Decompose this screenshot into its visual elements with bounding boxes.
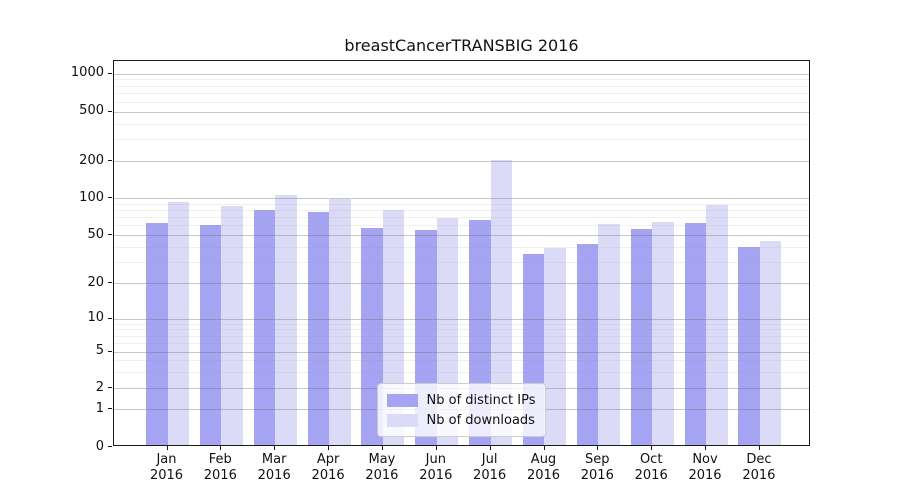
bar-distinct-ips-apr xyxy=(307,211,330,445)
y-tick-mark-10 xyxy=(108,317,112,319)
legend: Nb of distinct IPs Nb of downloads xyxy=(376,383,547,437)
x-tick-mark-sep xyxy=(597,446,599,450)
gridline-minor-90 xyxy=(114,203,809,205)
x-tick-label-apr: Apr 2016 xyxy=(311,452,345,483)
gridline-major-200 xyxy=(114,161,809,162)
gridline-minor-900 xyxy=(114,79,809,81)
y-tick-mark-50 xyxy=(108,234,112,235)
gridline-major-500 xyxy=(114,111,809,113)
y-tick-mark-1000 xyxy=(108,72,112,74)
y-tick-label-1000: 1000 xyxy=(70,65,104,80)
x-tick-mark-jun xyxy=(435,446,437,450)
bar-downloads-jul xyxy=(490,160,513,445)
legend-item-distinct-ips: Nb of distinct IPs xyxy=(386,390,536,410)
chart-title: breastCancerTRANSBIG 2016 xyxy=(344,36,579,55)
y-tick-mark-2 xyxy=(108,387,112,388)
y-tick-mark-5 xyxy=(108,350,112,352)
x-tick-label-oct: Oct 2016 xyxy=(634,452,668,483)
y-tick-label-10: 10 xyxy=(87,310,104,325)
gridline-minor-600 xyxy=(114,101,809,103)
x-tick-label-aug: Aug 2016 xyxy=(526,452,561,483)
x-tick-mark-jul xyxy=(489,446,491,450)
x-tick-mark-nov xyxy=(705,446,706,450)
x-tick-label-jul: Jul 2016 xyxy=(473,452,507,483)
y-tick-label-20: 20 xyxy=(87,274,104,290)
gridline-minor-800 xyxy=(114,85,809,87)
y-tick-label-0: 0 xyxy=(95,438,104,454)
x-tick-label-jan: Jan 2016 xyxy=(149,452,184,483)
gridline-minor-80 xyxy=(114,209,809,211)
x-tick-label-may: May 2016 xyxy=(365,452,399,483)
x-tick-label-dec: Dec 2016 xyxy=(742,452,776,483)
y-tick-mark-0 xyxy=(108,446,112,447)
x-tick-label-mar: Mar 2016 xyxy=(257,452,291,483)
bar-distinct-ips-mar xyxy=(253,210,276,445)
bar-downloads-nov xyxy=(706,205,728,445)
legend-label-ips: Nb of distinct IPs xyxy=(426,392,536,408)
y-tick-mark-1 xyxy=(108,408,112,409)
bar-downloads-sep xyxy=(598,224,620,445)
bar-downloads-apr xyxy=(329,199,351,445)
gridline-major-100 xyxy=(114,198,809,199)
bar-downloads-mar xyxy=(275,195,297,445)
x-tick-label-sep: Sep 2016 xyxy=(580,452,614,483)
gridline-minor-700 xyxy=(114,93,809,95)
y-tick-label-5: 5 xyxy=(95,343,104,358)
bar-distinct-ips-nov xyxy=(684,222,706,445)
x-tick-mark-mar xyxy=(274,446,276,450)
y-tick-label-1: 1 xyxy=(95,400,104,416)
x-tick-label-feb: Feb 2016 xyxy=(203,452,237,483)
x-tick-mark-oct xyxy=(651,446,653,450)
y-tick-label-100: 100 xyxy=(79,189,104,205)
gridline-minor-400 xyxy=(114,123,809,125)
plot-area: Nb of distinct IPs Nb of downloads xyxy=(113,60,810,446)
bar-distinct-ips-jan xyxy=(146,222,168,445)
bar-downloads-jan xyxy=(167,201,189,445)
bar-downloads-dec xyxy=(759,240,782,445)
x-tick-mark-feb xyxy=(220,446,222,450)
legend-swatch-ips xyxy=(386,393,418,407)
x-tick-mark-dec xyxy=(758,446,760,450)
bar-distinct-ips-sep xyxy=(576,244,599,445)
bar-downloads-aug xyxy=(544,248,566,445)
y-tick-label-50: 50 xyxy=(87,226,104,242)
x-tick-mark-may xyxy=(381,446,383,450)
y-tick-label-200: 200 xyxy=(79,152,104,168)
bar-distinct-ips-dec xyxy=(738,247,760,445)
legend-swatch-downloads xyxy=(386,413,418,427)
bar-downloads-oct xyxy=(652,221,674,445)
y-tick-label-2: 2 xyxy=(95,379,104,395)
y-tick-mark-20 xyxy=(108,282,112,283)
bar-downloads-feb xyxy=(221,206,243,445)
y-tick-mark-200 xyxy=(108,160,112,161)
gridline-minor-300 xyxy=(114,139,809,141)
legend-label-downloads: Nb of downloads xyxy=(426,412,535,428)
legend-item-downloads: Nb of downloads xyxy=(386,410,536,430)
y-tick-mark-100 xyxy=(108,197,112,198)
x-tick-mark-jan xyxy=(166,446,168,450)
y-tick-mark-500 xyxy=(108,110,112,112)
gridline-major-1000 xyxy=(114,73,809,75)
bar-distinct-ips-feb xyxy=(199,225,222,445)
x-tick-mark-apr xyxy=(328,446,330,450)
bar-distinct-ips-oct xyxy=(630,228,653,445)
x-tick-mark-aug xyxy=(543,446,545,450)
gridline-minor-70 xyxy=(114,217,809,218)
x-tick-label-nov: Nov 2016 xyxy=(688,452,722,483)
y-tick-label-500: 500 xyxy=(79,103,104,118)
x-tick-label-jun: Jun 2016 xyxy=(419,452,453,483)
